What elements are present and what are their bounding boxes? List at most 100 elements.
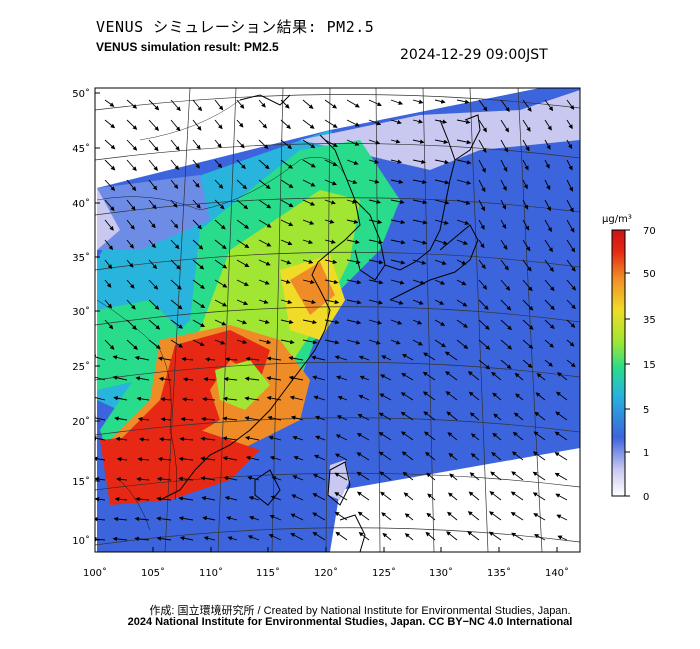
wind-arrow [449,473,458,481]
wind-arrow [245,455,260,461]
wind-arrow [544,359,553,367]
wind-arrow [324,139,338,147]
wind-arrow [522,199,529,210]
wind-arrow [368,339,381,345]
wind-arrow [258,259,271,266]
wind-arrow [312,512,326,521]
wind-arrow [488,511,502,521]
wind-arrow [368,299,383,305]
wind-arrow [390,159,403,164]
wind-arrow [170,99,181,112]
wind-arrow [500,299,512,311]
wind-arrow [214,239,227,250]
title-japanese: VENUS シミュレーション結果: PM2.5 [96,18,375,36]
wind-arrow [544,159,550,169]
wind-arrow [324,239,336,244]
wind-arrow [236,119,244,128]
wind-arrow [380,374,392,381]
wind-arrow [512,431,524,441]
wind-arrow [412,119,424,124]
wind-arrow [390,239,406,245]
wind-arrow [522,279,533,292]
wind-arrow [423,352,436,361]
wind-arrow [434,199,450,205]
wind-arrow [390,199,405,205]
wind-arrow [170,119,181,132]
wind-arrow [179,436,194,442]
wind-arrow [289,395,304,401]
wind-arrow [192,239,204,250]
wind-arrow [227,536,238,541]
wind-arrow [245,356,260,362]
wind-arrow [390,119,402,125]
wind-arrow [500,359,512,369]
wind-arrow [324,319,340,325]
wind-arrow [312,493,326,501]
wind-arrow [544,199,551,212]
wind-arrow [312,375,326,381]
wind-arrow [236,199,249,210]
wind-arrow [258,319,270,324]
wind-arrow [522,259,532,272]
wind-arrow [378,432,392,441]
wind-arrow [511,451,524,461]
wind-arrow [134,516,150,522]
wind-arrow [192,139,201,150]
wind-arrow [478,299,489,310]
wind-arrow [346,199,357,204]
longitude-tick-label: 100˚ [83,567,107,579]
wind-arrow [222,416,238,421]
wind-arrow [390,259,406,265]
wind-arrow [492,432,502,441]
wind-arrow [489,491,502,501]
wind-arrow [556,514,568,521]
wind-arrow [456,159,472,165]
wind-arrow [368,159,380,164]
wind-arrow [104,199,115,212]
wind-arrow [412,279,426,285]
wind-arrow [434,259,447,265]
wind-arrow [445,371,458,381]
wind-arrow [404,513,414,521]
wind-arrow [390,319,403,325]
wind-arrow [236,99,245,109]
wind-arrow [425,531,436,541]
wind-arrow [346,139,360,146]
wind-arrow [434,219,449,225]
wind-arrow [126,199,136,211]
wind-arrow [236,299,249,306]
wind-arrow [412,319,423,325]
wind-arrow [368,319,383,325]
wind-arrow [478,259,486,270]
concentration-field [97,88,580,552]
wind-arrow [412,259,427,265]
longitude-tick-label: 110˚ [199,567,223,579]
wind-arrow [192,259,205,270]
wind-arrow [412,339,423,346]
wind-arrow [555,411,568,421]
wind-arrow [214,259,228,269]
wind-arrow [245,435,260,441]
wind-arrow [324,179,337,186]
wind-arrow [357,511,370,521]
wind-arrow [456,179,472,185]
wind-arrow [412,99,424,104]
wind-arrow [478,319,490,330]
wind-arrow [271,476,282,481]
wind-arrow [170,279,182,290]
colorbar-tick-label: 1 [643,448,649,459]
wind-arrow [390,279,405,285]
wind-arrow [104,179,116,191]
wind-arrow [288,355,304,361]
wind-arrow [266,356,282,361]
wind-arrow [513,412,524,421]
wind-arrow [532,492,546,501]
wind-arrow [200,456,216,461]
colorbar-ticks: 70 50 35 15 5 1 0 [625,226,656,503]
wind-arrow [170,339,184,348]
wind-arrow [566,219,575,233]
wind-arrow [522,179,528,190]
wind-arrow [280,219,294,226]
wind-arrow [214,159,223,169]
wind-arrow [104,99,115,107]
